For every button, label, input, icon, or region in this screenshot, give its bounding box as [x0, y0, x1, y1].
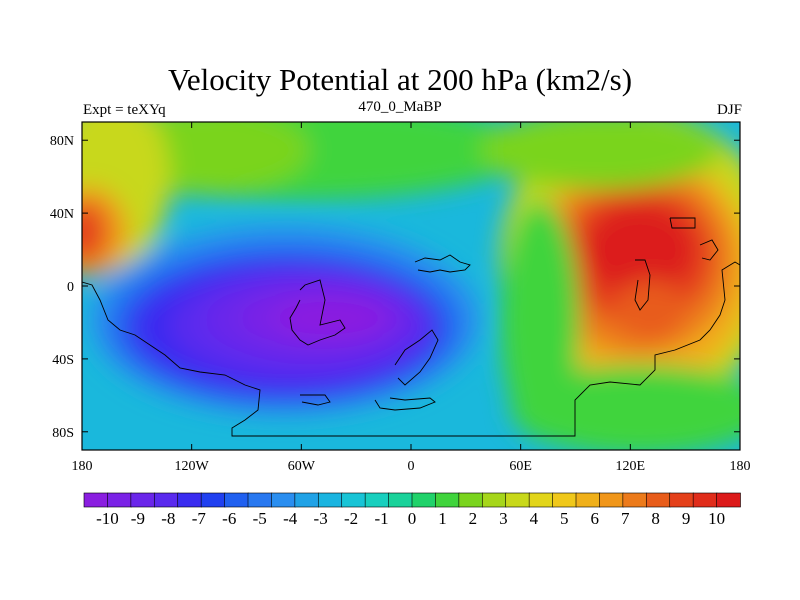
- colorbar-swatch: [692, 492, 718, 508]
- colorbar-label: -10: [96, 509, 119, 528]
- colorbar-swatch: [645, 492, 671, 508]
- colorbar-swatch: [481, 492, 507, 508]
- colorbar-swatch: [669, 492, 694, 508]
- colorbar-label: -5: [253, 509, 267, 528]
- x-tick-label: 60W: [288, 459, 316, 474]
- y-tick-label: 40N: [50, 207, 74, 222]
- coastlines: [82, 217, 740, 437]
- y-tick-label: 80N: [50, 134, 74, 149]
- colorbar-label: 3: [499, 509, 508, 528]
- colorbar-swatch: [552, 492, 577, 508]
- colorbar-swatch: [575, 492, 601, 508]
- x-axis: 180 120W 60W 0 60E 120E 180: [72, 122, 751, 474]
- colorbar-label: 4: [530, 509, 539, 528]
- colorbar-label: 9: [682, 509, 691, 528]
- season-label: DJF: [716, 102, 742, 118]
- colorbar-swatch: [341, 492, 366, 508]
- map-title: Velocity Potential at 200 hPa (km2/s): [167, 62, 633, 97]
- colorbar-swatch: [458, 492, 484, 508]
- colorbar-label: -1: [374, 509, 388, 528]
- x-tick-label: 120W: [175, 459, 210, 474]
- colorbar-swatch: [716, 492, 741, 508]
- colorbar-label: -8: [161, 509, 175, 528]
- colorbar-swatch: [388, 492, 413, 508]
- colorbar-label: -7: [192, 509, 207, 528]
- colorbar-swatch: [224, 492, 249, 508]
- colorbar-swatch: [411, 492, 437, 508]
- colorbar-swatch: [200, 492, 226, 508]
- colorbar-label: 7: [621, 509, 630, 528]
- colorbar-label: 2: [469, 509, 478, 528]
- colorbar: -10 -9 -8 -7 -6 -5 -4 -3 -2 -1 0 1 2 3 4 5 6 7 8 9 10: [83, 492, 741, 528]
- colorbar-swatch: [622, 492, 648, 508]
- x-tick-label: 180: [730, 459, 751, 474]
- colorbar-swatch: [435, 492, 460, 508]
- colorbar-swatch: [247, 492, 273, 508]
- x-tick-label: 120E: [616, 459, 646, 474]
- y-tick-label: 40S: [52, 353, 74, 368]
- colorbar-swatch: [271, 492, 296, 508]
- colorbar-swatch: [599, 492, 624, 508]
- colorbar-swatch: [130, 492, 156, 508]
- colorbar-swatch: [177, 492, 202, 508]
- y-axis: 80N 40N 0 40S 80S: [50, 134, 740, 441]
- colorbar-swatch: [107, 492, 132, 508]
- colorbar-label: 6: [590, 509, 599, 528]
- field-contours: [82, 122, 740, 450]
- colorbar-swatch: [317, 492, 343, 508]
- colorbar-swatch: [505, 492, 530, 508]
- colorbar-swatch: [528, 492, 554, 508]
- colorbar-label: -6: [222, 509, 236, 528]
- colorbar-swatch: [83, 492, 109, 508]
- colorbar-swatch: [364, 492, 390, 508]
- colorbar-label: -9: [131, 509, 145, 528]
- period-label: 470_0_MaBP: [358, 99, 442, 115]
- experiment-label: Expt = teXYq: [83, 102, 166, 118]
- colorbar-swatch: [294, 492, 320, 508]
- colorbar-label: 8: [651, 509, 660, 528]
- colorbar-swatch: [153, 492, 179, 508]
- colorbar-label: 0: [408, 509, 417, 528]
- y-tick-label: 0: [67, 280, 74, 295]
- x-tick-label: 180: [72, 459, 93, 474]
- colorbar-label: 5: [560, 509, 569, 528]
- colorbar-label: -3: [314, 509, 328, 528]
- colorbar-label: 1: [438, 509, 447, 528]
- colorbar-label: -2: [344, 509, 358, 528]
- colorbar-label: -4: [283, 509, 298, 528]
- x-tick-label: 0: [408, 459, 415, 474]
- x-tick-label: 60E: [509, 459, 532, 474]
- colorbar-label: 10: [708, 509, 725, 528]
- y-tick-label: 80S: [52, 426, 74, 441]
